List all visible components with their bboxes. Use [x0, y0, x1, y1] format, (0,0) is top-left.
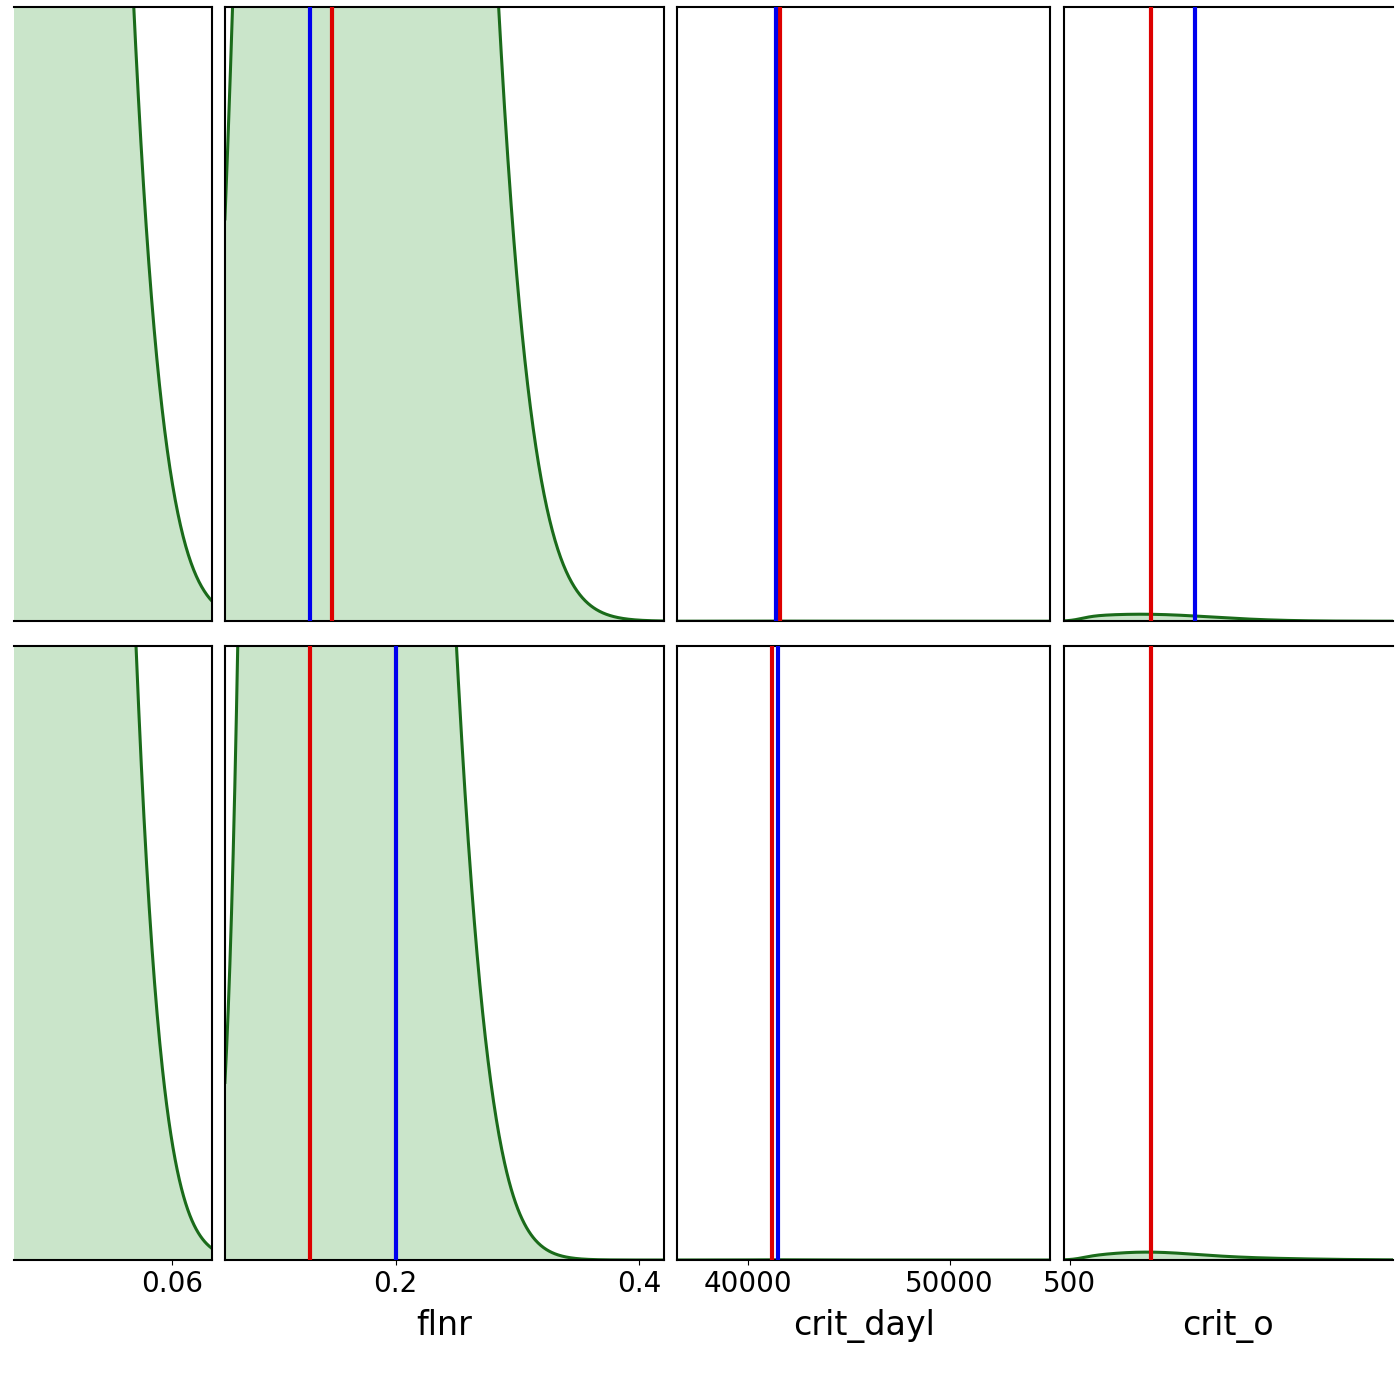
- X-axis label: crit_dayl: crit_dayl: [792, 1309, 935, 1343]
- X-axis label: flnr: flnr: [416, 1309, 472, 1341]
- X-axis label: crit_o: crit_o: [1183, 1309, 1274, 1343]
